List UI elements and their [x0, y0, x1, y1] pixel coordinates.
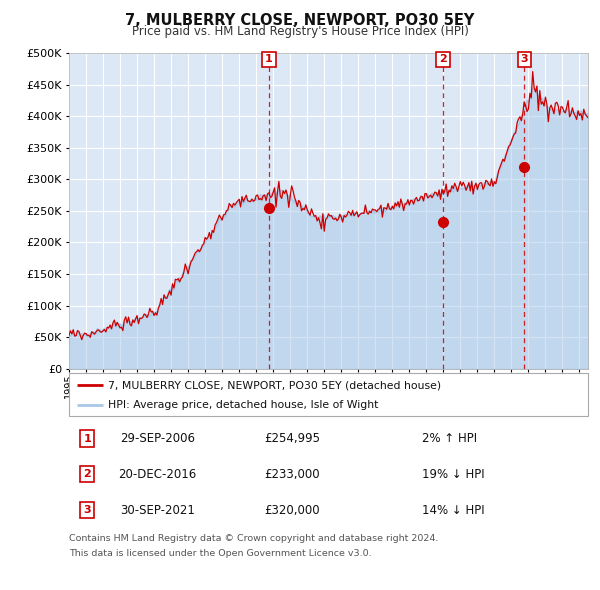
Text: 30-SEP-2021: 30-SEP-2021 — [120, 504, 194, 517]
Text: 29-SEP-2006: 29-SEP-2006 — [120, 432, 195, 445]
Text: 14% ↓ HPI: 14% ↓ HPI — [422, 504, 485, 517]
Text: 7, MULBERRY CLOSE, NEWPORT, PO30 5EY (detached house): 7, MULBERRY CLOSE, NEWPORT, PO30 5EY (de… — [108, 381, 441, 391]
Text: £233,000: £233,000 — [265, 468, 320, 481]
Text: 3: 3 — [83, 505, 91, 515]
Text: Price paid vs. HM Land Registry's House Price Index (HPI): Price paid vs. HM Land Registry's House … — [131, 25, 469, 38]
Text: 19% ↓ HPI: 19% ↓ HPI — [422, 468, 485, 481]
Text: 2: 2 — [83, 470, 91, 479]
Text: 7, MULBERRY CLOSE, NEWPORT, PO30 5EY: 7, MULBERRY CLOSE, NEWPORT, PO30 5EY — [125, 13, 475, 28]
Text: £320,000: £320,000 — [265, 504, 320, 517]
FancyBboxPatch shape — [69, 373, 588, 416]
Text: 20-DEC-2016: 20-DEC-2016 — [118, 468, 196, 481]
Text: 1: 1 — [265, 54, 273, 64]
Text: Contains HM Land Registry data © Crown copyright and database right 2024.: Contains HM Land Registry data © Crown c… — [69, 534, 439, 543]
Text: 2% ↑ HPI: 2% ↑ HPI — [422, 432, 477, 445]
Text: 3: 3 — [520, 54, 528, 64]
Text: 2: 2 — [439, 54, 447, 64]
Text: This data is licensed under the Open Government Licence v3.0.: This data is licensed under the Open Gov… — [69, 549, 371, 558]
Text: 1: 1 — [83, 434, 91, 444]
Text: HPI: Average price, detached house, Isle of Wight: HPI: Average price, detached house, Isle… — [108, 401, 379, 410]
Text: £254,995: £254,995 — [264, 432, 320, 445]
